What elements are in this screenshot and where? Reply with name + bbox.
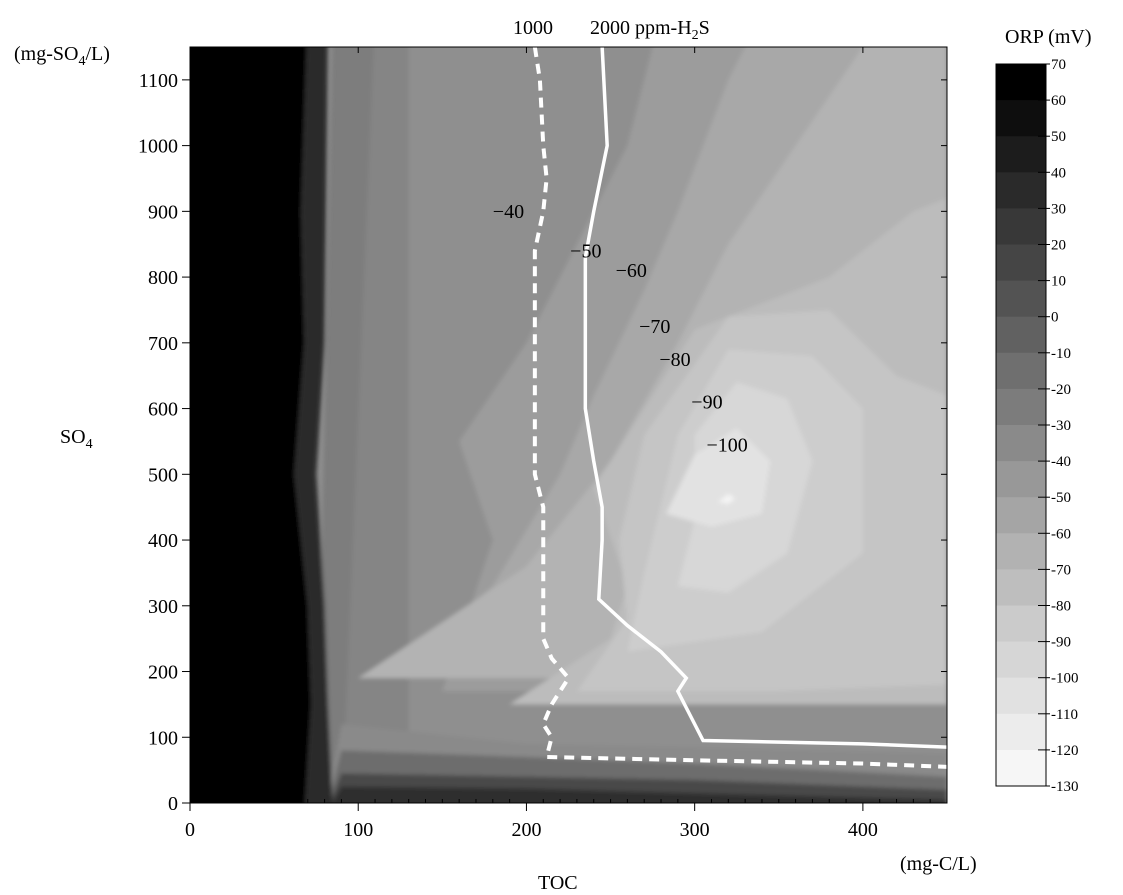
contour-bands [190, 47, 947, 803]
y-tick-label: 200 [148, 662, 178, 684]
colorbar-tick-label: 30 [1051, 201, 1066, 217]
colorbar-title: ORP (mV) [1005, 26, 1091, 48]
colorbar-tick-label: -80 [1051, 599, 1071, 615]
colorbar-tick-label: 40 [1051, 165, 1066, 181]
x-tick-label: 300 [680, 819, 710, 841]
x-tick-label: 200 [511, 819, 541, 841]
y-tick-label: 100 [148, 727, 178, 749]
x-tick-label: 100 [343, 819, 373, 841]
x-tick-label: 400 [848, 819, 878, 841]
y-tick-label: 700 [148, 333, 178, 355]
colorbar-swatch [996, 352, 1046, 390]
colorbar-tick-label: -70 [1051, 562, 1071, 578]
band-bottom-4 [332, 786, 947, 803]
colorbar-swatch [996, 713, 1046, 751]
h2s-line-1000 [532, 47, 947, 769]
colorbar-tick-label: 60 [1051, 93, 1066, 109]
colorbar-tick-label: -60 [1051, 526, 1071, 542]
contour-label: −40 [493, 201, 524, 223]
colorbar-tick-label: 50 [1051, 129, 1066, 145]
colorbar-swatch [996, 280, 1046, 318]
colorbar-tick-label: 0 [1051, 310, 1059, 326]
colorbar-tick-label: -10 [1051, 346, 1071, 362]
contour-label: −80 [659, 349, 690, 371]
colorbar: 70 60 50 40 30 20 10 0 -10 -20 -30 -40 -50 -60 -70 -80 -… [995, 57, 1079, 795]
colorbar-tick-label: -130 [1051, 779, 1079, 795]
y-tick-label: 600 [148, 399, 178, 421]
plot-area [190, 47, 947, 803]
colorbar-tick-label: 70 [1051, 57, 1066, 73]
y-tick-label: 1100 [139, 70, 178, 92]
y-tick-label: 400 [148, 530, 178, 552]
y-tick-label: 300 [148, 596, 178, 618]
contour-labels: −40 −50 −60 −70 −80−90 −100 [493, 201, 748, 456]
band-minus-110 [666, 428, 771, 527]
colorbar-tick-label: -30 [1051, 418, 1071, 434]
colorbar-swatch [996, 497, 1046, 534]
h2s-label-1000: 1000 [513, 17, 553, 39]
colorbar-swatch [996, 749, 1046, 787]
y-unit-label: (mg-SO4/L) [14, 43, 110, 69]
colorbar-swatch [996, 605, 1046, 643]
y-tick-label: 800 [148, 267, 178, 289]
colorbar-swatch [996, 316, 1046, 354]
colorbar-tick-label: -90 [1051, 635, 1071, 651]
contour-label: −100 [706, 434, 747, 456]
colorbar-swatch [996, 244, 1046, 282]
band-minus-120 [718, 494, 736, 504]
colorbar-tick-label: -110 [1051, 707, 1078, 723]
contour-label: −90 [691, 392, 722, 414]
plot-frame [189, 46, 948, 804]
colorbar-swatch [996, 208, 1046, 245]
colorbar-tick-label: 20 [1051, 238, 1066, 254]
colorbar-swatch [996, 569, 1046, 606]
colorbar-swatch [996, 172, 1046, 209]
colorbar-swatch [996, 388, 1046, 426]
colorbar-tick-label: -40 [1051, 454, 1071, 470]
colorbar-tick-label: 10 [1051, 274, 1066, 290]
contour-label: −50 [570, 240, 601, 262]
colorbar-swatch [996, 533, 1046, 570]
x-tick-label: 0 [185, 819, 195, 841]
colorbar-tick-label: -20 [1051, 382, 1071, 398]
colorbar-tick-label: -120 [1051, 743, 1079, 759]
h2s-label-2000: 2000 ppm-H2S [590, 17, 710, 43]
h2s-isolines [532, 47, 947, 769]
y-tick-label: 900 [148, 201, 178, 223]
colorbar-swatch [996, 100, 1046, 137]
colorbar-swatch [996, 425, 1046, 462]
band-black [190, 47, 312, 803]
x-axis-label: TOC [538, 872, 578, 894]
colorbar-swatch [996, 641, 1046, 679]
axes: 0 100 200 300 400 500 600 700 800 900 1000 1100 0 100… [138, 47, 947, 841]
colorbar-swatch [996, 677, 1046, 715]
colorbar-swatch [996, 64, 1046, 101]
contour-label: −70 [639, 316, 670, 338]
colorbar-swatch [996, 136, 1046, 173]
x-unit-label: (mg-C/L) [900, 853, 977, 875]
contour-label: −60 [616, 260, 647, 282]
h2s-line-2000 [583, 47, 947, 749]
y-tick-label: 1000 [138, 136, 178, 158]
colorbar-swatch [996, 461, 1046, 498]
colorbar-tick-label: -50 [1051, 490, 1071, 506]
band-dark-edge [294, 47, 333, 803]
y-tick-label: 0 [168, 793, 178, 815]
y-tick-label: 500 [148, 464, 178, 486]
y-axis-label: SO4 [60, 426, 93, 452]
colorbar-tick-label: -100 [1051, 671, 1079, 687]
